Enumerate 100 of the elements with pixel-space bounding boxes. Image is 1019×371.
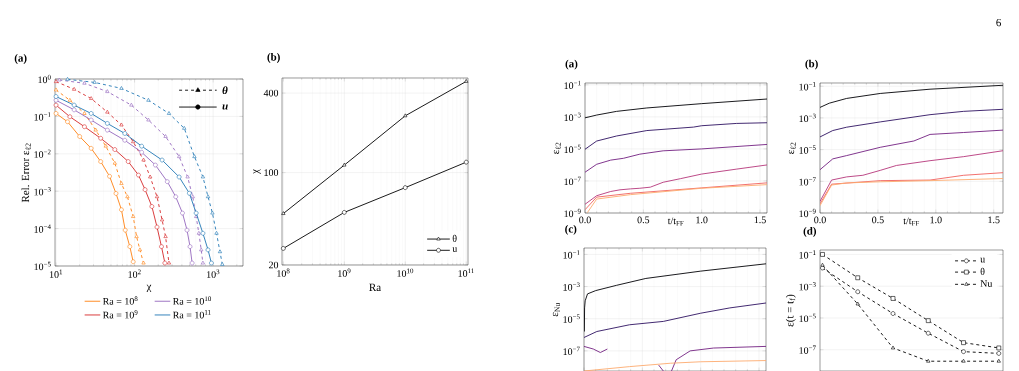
point [890, 311, 896, 316]
x-tick-label: 10$^{3}$ [207, 269, 220, 278]
legend-label: Ra = 10$^{11}$ [172, 310, 211, 319]
x-tick-label: 10$^{10}$ [397, 268, 414, 277]
chart-title: (c) [565, 224, 577, 235]
y-tick-label: 400 [263, 89, 279, 97]
y-axis-title: ε$_{Nu}$ [552, 302, 560, 317]
point [281, 246, 286, 251]
point [996, 351, 1002, 356]
point [926, 358, 931, 363]
y-tick-label: 10$^{−1}$ [563, 250, 580, 259]
y-tick-label: 10$^{−5}$ [563, 314, 580, 323]
y-axis-title: ε$_{ℓ2}$ [553, 142, 561, 154]
point [890, 296, 896, 301]
y-tick-label: 10$^{−5}$ [564, 144, 581, 154]
line-series [585, 164, 768, 205]
x-tick-label: 10$^{8}$ [277, 268, 290, 277]
legend-label: u [980, 257, 985, 263]
legend-label: Ra = 10$^{9}$ [102, 310, 138, 319]
y-tick-label: 10$^{−5}$ [799, 313, 816, 323]
y-tick-label: 10$^{−3}$ [799, 113, 816, 123]
legend-label: Nu [980, 280, 993, 287]
y-tick-label: 10$^{−5}$ [34, 261, 51, 271]
x-tick-label: 10$^{9}$ [338, 268, 351, 277]
point [855, 301, 860, 306]
x-axis-title: t/t$_{FF}$ [667, 217, 684, 226]
x-tick-label: 1.0 [930, 216, 942, 224]
chart-title: (d) [803, 226, 817, 237]
point [402, 185, 408, 190]
line-series [585, 122, 768, 150]
y-tick-label: 10$^{−4}$ [34, 224, 51, 233]
point [996, 345, 1002, 351]
annotation: θ [222, 86, 228, 95]
y-tick-label: 10$^{−3}$ [799, 282, 816, 291]
line-series [584, 360, 767, 371]
point [925, 318, 931, 323]
y-axis-title: Rel. Error ε$_{ℓ2}$ [21, 143, 31, 203]
point [961, 340, 966, 345]
point [890, 345, 896, 350]
y-tick-label: 10$^{−7}$ [799, 345, 816, 354]
chart-title: (b) [805, 59, 818, 70]
line-series [584, 302, 767, 338]
y-tick-label: 10$^{−3}$ [564, 112, 581, 122]
y-tick-label: 10$^{−3}$ [563, 282, 580, 291]
line-series [820, 150, 1004, 202]
point [855, 289, 861, 295]
y-tick-label: 10$^{−1}$ [799, 82, 816, 91]
y-tick-label: 100 [264, 169, 279, 176]
x-tick-label: 0.5 [637, 216, 650, 224]
y-tick-label: 10$^{−1}$ [564, 80, 581, 89]
y-axis-title: χ [253, 169, 261, 174]
x-axis-title: Ra [369, 283, 381, 291]
legend-label: θ [980, 267, 985, 275]
x-tick-label: 1.5 [988, 216, 1000, 224]
y-tick-label: 10$^{0}$ [38, 74, 51, 84]
point [996, 358, 1001, 363]
x-tick-label: 1.5 [754, 216, 766, 224]
y-tick-label: 10$^{−3}$ [34, 187, 51, 196]
x-axis-title: t/t$_{FF}$ [903, 217, 920, 226]
y-tick-label: 20 [268, 261, 279, 269]
x-tick-label: 0.5 [872, 216, 884, 224]
x-tick-label: 0.0 [579, 216, 591, 224]
x-tick-label: 10$^{11}$ [458, 268, 474, 277]
point [820, 252, 825, 257]
y-tick-label: 10$^{−7}$ [563, 346, 580, 356]
legend-label: θ [452, 234, 457, 242]
line-series [585, 144, 768, 173]
point [820, 265, 825, 271]
x-tick-label: 0.0 [814, 216, 826, 224]
point [464, 79, 469, 83]
text: 6 [996, 18, 1001, 27]
y-tick-label: 10$^{−2}$ [34, 149, 51, 158]
y-tick-label: 10$^{−7}$ [799, 177, 816, 186]
point [463, 159, 469, 165]
point [961, 349, 966, 354]
y-tick-label: 10$^{−1}$ [799, 250, 816, 259]
y-tick-label: 10$^{−5}$ [799, 145, 816, 154]
point [342, 210, 347, 215]
y-axis-title: ε(t = t$_{f}$) [785, 294, 796, 327]
x-axis-title: χ [146, 284, 152, 293]
line-series [820, 108, 1004, 138]
point [403, 113, 408, 118]
line-series [820, 129, 1004, 171]
x-tick-label: 1.0 [696, 216, 708, 224]
point [855, 275, 861, 281]
legend-label: u [452, 247, 458, 252]
chart-title: (a) [14, 53, 27, 64]
line-series [820, 178, 1004, 207]
y-tick-label: 10$^{−7}$ [564, 176, 581, 186]
chart-title: (a) [565, 59, 578, 70]
legend-label: Ra = 10$^{8}$ [102, 296, 138, 305]
legend-label: Ra = 10$^{10}$ [172, 296, 212, 305]
x-tick-label: 10$^{2}$ [128, 269, 141, 278]
annotation: u [222, 104, 228, 110]
chart-title: (b) [267, 52, 280, 63]
x-tick-label: 10$^{1}$ [49, 269, 63, 278]
point [820, 262, 825, 267]
point [925, 330, 931, 336]
point [961, 358, 966, 363]
point [342, 162, 347, 167]
